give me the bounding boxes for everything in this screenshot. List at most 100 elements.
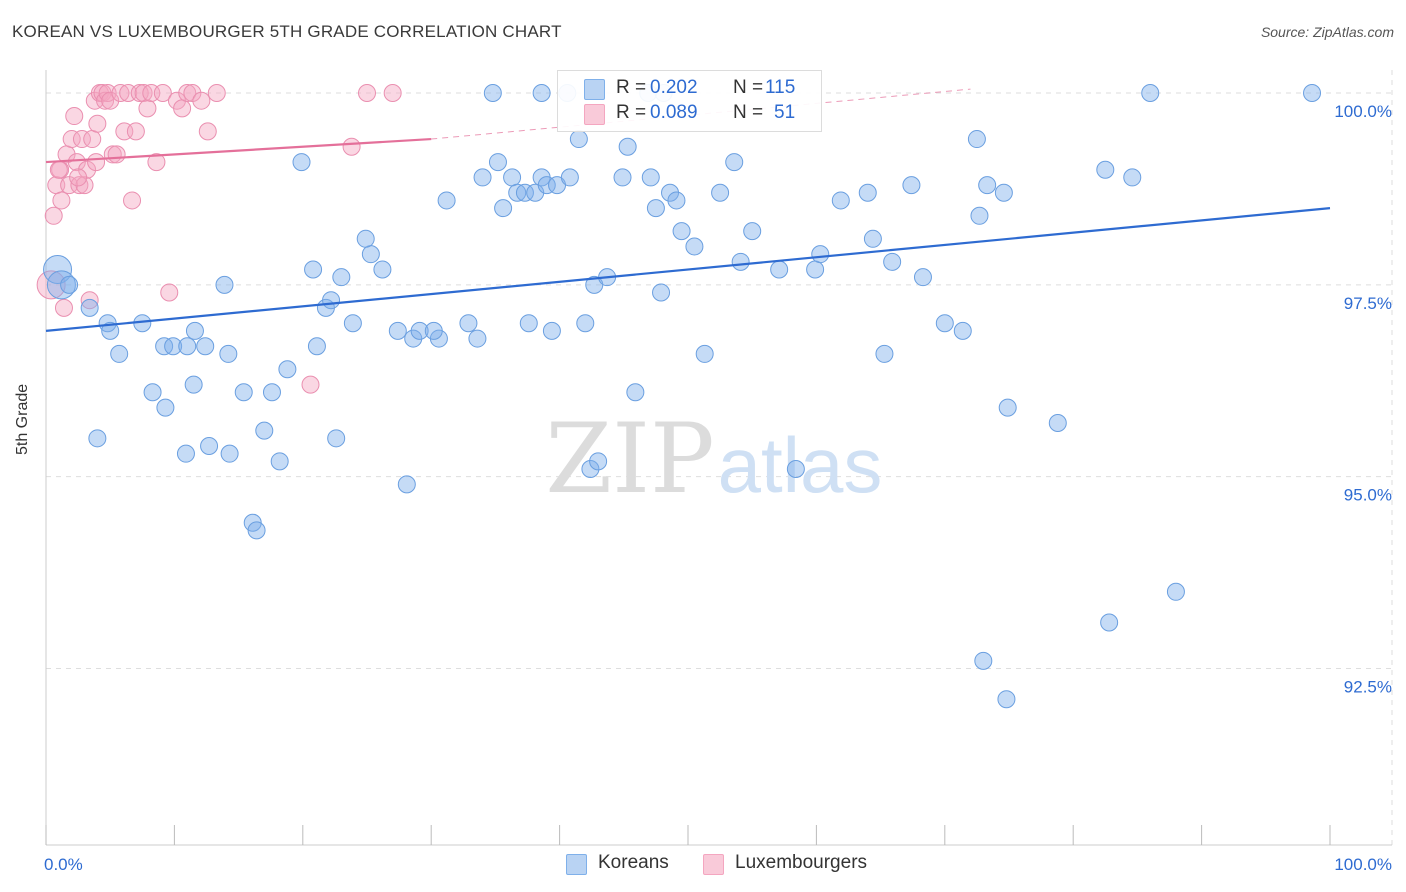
watermark-zip: ZIP [545, 403, 714, 515]
source-label: Source: ZipAtlas.com [1260, 24, 1394, 40]
koreans-point [459, 314, 478, 333]
luxembourgers-point [70, 176, 89, 195]
correlation-legend: R = 0.202 N = 115 R = 0.089 N = 51 [557, 70, 822, 132]
luxembourgers-swatch [584, 104, 605, 125]
koreans-point [576, 314, 595, 333]
koreans-point [652, 283, 671, 302]
koreans-r-value: 0.202 [650, 77, 698, 98]
koreans-point [537, 176, 556, 195]
koreans-n-value: 115 [765, 77, 796, 98]
koreans-point [176, 444, 195, 463]
luxembourgers-point [80, 291, 99, 310]
koreans-point [515, 183, 534, 202]
koreans-point [1303, 84, 1322, 103]
luxembourgers-point [383, 84, 402, 103]
koreans-point [863, 229, 882, 248]
koreans-point [215, 275, 234, 294]
koreans-point [143, 383, 162, 402]
x-tick-label-min: 0.0% [44, 855, 83, 874]
luxembourgers-point [301, 375, 320, 394]
koreans-point [875, 344, 894, 363]
koreans-point [970, 206, 989, 225]
luxembourgers-point [134, 84, 153, 103]
koreans-swatch [584, 79, 605, 100]
luxembourgers-point [44, 206, 63, 225]
luxembourgers-r-label: R = [616, 102, 647, 123]
luxembourgers-trend-line [45, 137, 432, 164]
koreans-point [110, 344, 129, 363]
koreans-point [743, 222, 762, 241]
luxembourgers-point [342, 137, 361, 156]
luxembourgers-point [183, 84, 202, 103]
koreans-point [327, 429, 346, 448]
koreans-point [560, 168, 579, 187]
koreans-point [184, 375, 203, 394]
koreans-point [589, 452, 608, 471]
koreans-point [410, 321, 429, 340]
tick-labels: 92.5% 95.0% 97.5% 100.0% 0.0% 100.0% [44, 102, 1392, 874]
luxembourgers-point [101, 91, 120, 110]
koreans-point [255, 421, 274, 440]
luxembourgers-point [88, 114, 107, 133]
koreans-point [770, 260, 789, 279]
koreans-point [695, 344, 714, 363]
series-legend: Koreans Luxembourgers [0, 852, 1406, 878]
luxembourgers-point [107, 145, 126, 164]
koreans-point [997, 690, 1016, 709]
koreans-point [278, 360, 297, 379]
luxembourgers-point [207, 84, 226, 103]
koreans-point [178, 337, 197, 356]
koreans-point [483, 84, 502, 103]
koreans-point [1096, 160, 1115, 179]
koreans-point [80, 298, 99, 317]
koreans-point [1100, 613, 1119, 632]
y-tick-label: 95.0% [1344, 486, 1392, 505]
koreans-point [1123, 168, 1142, 187]
koreans-point [626, 383, 645, 402]
koreans-point [404, 329, 423, 348]
koreans-point [641, 168, 660, 187]
koreans-point [508, 183, 527, 202]
axes [45, 70, 1392, 846]
koreans-legend-label: Koreans [598, 852, 669, 873]
koreans-point [1166, 582, 1185, 601]
koreans-point [967, 130, 986, 149]
koreans-legend-swatch [566, 854, 587, 875]
koreans-point [731, 252, 750, 271]
luxembourgers-legend-swatch [703, 854, 724, 875]
koreans-point [304, 260, 323, 279]
chart-title: KOREAN VS LUXEMBOURGER 5TH GRADE CORRELA… [12, 22, 562, 41]
koreans-point [978, 176, 997, 195]
koreans-point [488, 153, 507, 172]
koreans-point [247, 521, 266, 540]
koreans-point [998, 398, 1017, 417]
koreans-point [902, 176, 921, 195]
y-tick-label: 97.5% [1344, 294, 1392, 313]
y-tick-label: 100.0% [1334, 102, 1392, 121]
luxembourgers-point [192, 91, 211, 110]
koreans-points [43, 84, 1322, 709]
koreans-point [60, 275, 79, 294]
koreans-point [220, 444, 239, 463]
koreans-point [397, 475, 416, 494]
koreans-point [196, 337, 215, 356]
koreans-point [234, 383, 253, 402]
koreans-point [332, 268, 351, 287]
koreans-point [1048, 413, 1067, 432]
koreans-point [388, 321, 407, 340]
koreans-n-label: N = [733, 77, 764, 98]
koreans-point [262, 383, 281, 402]
luxembourgers-point [72, 130, 91, 149]
koreans-point [292, 153, 311, 172]
koreans-point [661, 183, 680, 202]
luxembourgers-trend-extension [431, 88, 971, 140]
koreans-point [468, 329, 487, 348]
koreans-point [270, 452, 289, 471]
luxembourgers-point [178, 84, 197, 103]
luxembourgers-n-label: N = [733, 102, 764, 123]
koreans-point [219, 344, 238, 363]
koreans-point [307, 337, 326, 356]
koreans-point [858, 183, 877, 202]
koreans-point [569, 130, 588, 149]
koreans-point [935, 314, 954, 333]
